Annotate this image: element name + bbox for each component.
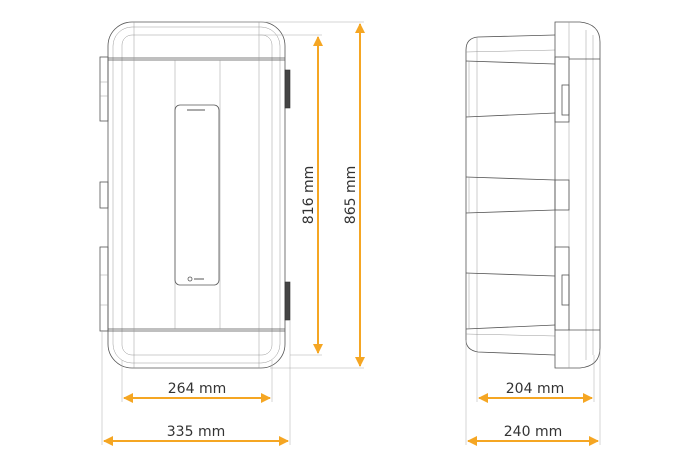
dimension-height-inner: 816 mm	[301, 36, 323, 354]
side-hinges	[554, 56, 570, 331]
dimension-label-264: 264 mm	[168, 381, 226, 397]
dimension-label-204: 204 mm	[506, 381, 564, 397]
dimension-height-outer: 865 mm	[343, 23, 365, 367]
dimension-label-865: 865 mm	[343, 166, 359, 224]
window-logo-icon	[187, 276, 193, 282]
dimension-width-inner: 264 mm	[123, 381, 271, 403]
dimension-depth-outer: 240 mm	[467, 424, 599, 446]
dimension-label-335: 335 mm	[167, 424, 225, 440]
label-window	[174, 104, 220, 286]
side-ribs	[465, 60, 556, 330]
side-view-cabinet	[465, 21, 601, 369]
dimension-label-816: 816 mm	[301, 166, 317, 224]
front-view-cabinet	[99, 21, 291, 369]
dimension-label-240: 240 mm	[504, 424, 562, 440]
hinges	[99, 56, 109, 332]
dimension-width-outer: 335 mm	[103, 424, 289, 446]
latches	[284, 69, 291, 321]
dimension-depth-inner: 204 mm	[478, 381, 593, 403]
